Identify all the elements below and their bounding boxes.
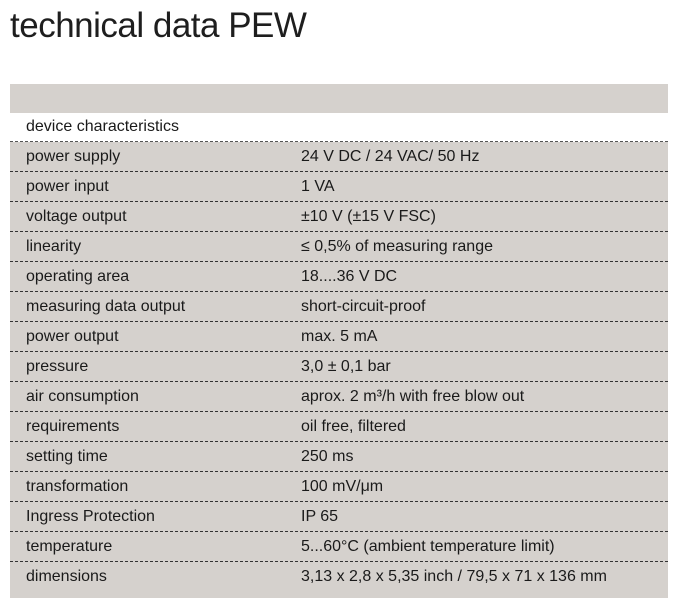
row-label: voltage output	[26, 208, 127, 225]
table-row: linearity ≤ 0,5% of measuring range	[10, 232, 668, 262]
row-label: pressure	[26, 358, 89, 375]
row-label: dimensions	[26, 568, 107, 585]
table-row: measuring data output short-circuit-proof	[10, 292, 668, 322]
row-label: requirements	[26, 418, 120, 435]
row-value: ±10 V (±15 V FSC)	[301, 208, 436, 225]
table-row: air consumption aprox. 2 m³/h with free b…	[10, 382, 668, 412]
table-row: temperature 5...60°C (ambient temperature…	[10, 532, 668, 562]
row-value: 24 V DC / 24 VAC/ 50 Hz	[301, 148, 480, 165]
row-label: Ingress Protection	[26, 508, 155, 525]
table-row: power output max. 5 mA	[10, 322, 668, 352]
row-value: 18....36 V DC	[301, 268, 398, 285]
page-title: technical data PEW	[10, 6, 307, 45]
section-heading: device characteristics	[10, 113, 668, 142]
table-row: power supply 24 V DC / 24 VAC/ 50 Hz	[10, 142, 668, 172]
row-value: aprox. 2 m³/h with free blow out	[301, 388, 525, 405]
table-row: dimensions 3,13 x 2,8 x 5,35 inch / 79,5 …	[10, 562, 668, 592]
row-value: oil free, filtered	[301, 418, 406, 435]
table-footer-bar	[10, 592, 668, 598]
row-value: 3,13 x 2,8 x 5,35 inch / 79,5 x 71 x 136…	[301, 568, 607, 585]
row-value: short-circuit-proof	[301, 298, 426, 315]
row-label: operating area	[26, 268, 130, 285]
row-label: air consumption	[26, 388, 139, 405]
row-label: temperature	[26, 538, 113, 555]
row-label: setting time	[26, 448, 108, 465]
row-value: 3,0 ± 0,1 bar	[301, 358, 391, 375]
row-value: 100 mV/μm	[301, 478, 384, 495]
table-row: operating area 18....36 V DC	[10, 262, 668, 292]
row-value: 250 ms	[301, 448, 354, 465]
table-row: voltage output ±10 V (±15 V FSC)	[10, 202, 668, 232]
table-header-bar	[10, 84, 668, 113]
table-row: Ingress Protection IP 65	[10, 502, 668, 532]
row-value: max. 5 mA	[301, 328, 378, 345]
row-label: power supply	[26, 148, 121, 165]
row-label: linearity	[26, 238, 82, 255]
table-rows: power supply 24 V DC / 24 VAC/ 50 Hz power…	[10, 142, 668, 592]
row-value: 5...60°C (ambient temperature limit)	[301, 538, 555, 555]
table-row: power input 1 VA	[10, 172, 668, 202]
table-row: transformation 100 mV/μm	[10, 472, 668, 502]
row-value: 1 VA	[301, 178, 335, 195]
technical-data-table: device characteristics power supply 24 V …	[10, 84, 668, 598]
row-label: transformation	[26, 478, 129, 495]
row-label: measuring data output	[26, 298, 186, 315]
row-value: ≤ 0,5% of measuring range	[301, 238, 493, 255]
table-row: pressure 3,0 ± 0,1 bar	[10, 352, 668, 382]
row-label: power input	[26, 178, 109, 195]
row-value: IP 65	[301, 508, 339, 525]
table-row: setting time 250 ms	[10, 442, 668, 472]
table-row: requirements oil free, filtered	[10, 412, 668, 442]
row-label: power output	[26, 328, 119, 345]
